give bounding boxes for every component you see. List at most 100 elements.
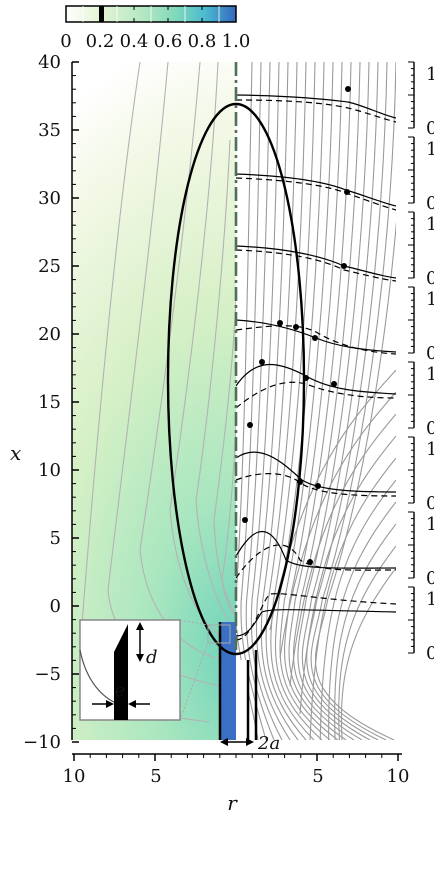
colorbar-tick-label: 0.2 — [86, 31, 115, 52]
bounding-ellipse — [166, 102, 306, 656]
profile-marker — [307, 559, 313, 565]
streamline — [319, 479, 396, 740]
x-tick-label: 5 — [50, 528, 61, 549]
r-axis-title: r — [227, 791, 238, 815]
axes-frame — [71, 62, 402, 755]
side-scale-label-top: 1 — [426, 139, 434, 160]
profile-dashed — [236, 593, 396, 641]
streamline — [250, 62, 283, 740]
profile-solid — [236, 609, 396, 637]
streamline — [255, 62, 291, 740]
profile-dashed — [236, 325, 396, 355]
colorbar-tick-label: 0.6 — [154, 31, 183, 52]
r-tick-label: 10 — [387, 766, 410, 787]
streamline — [265, 62, 307, 740]
x-tick-label: 10 — [38, 460, 61, 481]
x-tick-label: 0 — [50, 596, 61, 617]
inset-needle-tip — [114, 624, 128, 720]
x-axis-tick-labels: 40 35 30 25 20 15 10 5 0 −5 −10 — [23, 52, 61, 753]
streamline — [245, 62, 275, 740]
x-tick-label: −10 — [23, 732, 61, 753]
profile-marker — [312, 335, 318, 341]
width-arrow-left-head — [220, 738, 228, 746]
profile-solid — [236, 245, 396, 279]
profile-marker — [247, 422, 253, 428]
width-label: 2a — [257, 733, 280, 754]
r-tick-label: 5 — [150, 766, 161, 787]
side-scale-label-bottom: 0 — [426, 193, 434, 214]
streamline — [310, 62, 396, 740]
x-axis-title: x — [10, 441, 21, 465]
r-axis-tick-labels: 10 5 5 10 — [63, 766, 410, 787]
inset-e-label: e — [115, 680, 126, 701]
streamline — [221, 419, 236, 617]
streamline — [213, 299, 236, 616]
x-tick-label: 15 — [38, 392, 61, 413]
streamline — [309, 457, 396, 740]
side-scale-label-top: 1 — [426, 289, 434, 310]
side-scale-label-top: 1 — [426, 364, 434, 385]
streamline — [284, 62, 343, 740]
x-tick-label: −5 — [34, 664, 61, 685]
profile-marker — [242, 517, 248, 523]
side-scale-label-top: 1 — [426, 514, 434, 535]
streamline — [274, 62, 325, 740]
profile-solid — [236, 173, 396, 207]
inset-e-arrow-right-head — [128, 700, 136, 708]
side-scale-label-bottom: 0 — [426, 643, 434, 664]
colorbar-tick-label: 0 — [60, 31, 71, 52]
side-scale-label-bottom: 0 — [426, 568, 434, 589]
streamline — [288, 62, 352, 740]
streamline — [306, 62, 388, 740]
x-tick-label: 30 — [38, 188, 61, 209]
side-scale-label-top: 1 — [426, 214, 434, 235]
r-tick-label: 10 — [63, 766, 86, 787]
width-dimension: 2a — [220, 733, 280, 754]
inset-connector — [179, 619, 209, 626]
streamline — [195, 139, 233, 627]
streamline — [301, 62, 379, 740]
x-tick-label: 35 — [38, 120, 61, 141]
streamline — [334, 523, 396, 740]
profile-marker — [344, 189, 350, 195]
inset-connector — [179, 642, 209, 721]
profile-dashed — [236, 99, 396, 123]
side-scale-label-bottom: 0 — [426, 268, 434, 289]
streamline — [340, 567, 396, 740]
profile-marker — [293, 324, 299, 330]
inset-d-arrow-top — [136, 622, 144, 630]
side-scale-label-top: 1 — [426, 64, 434, 85]
profile-dashed — [236, 544, 396, 579]
profile-solid — [236, 94, 396, 119]
width-arrow-right-head — [246, 738, 254, 746]
side-scale-label-bottom: 0 — [426, 493, 434, 514]
profile-dashed — [236, 473, 396, 497]
side-scale-label-bottom: 0 — [426, 418, 434, 439]
needle-left-fill — [220, 622, 236, 740]
inset-d-label: d — [146, 647, 158, 668]
profile-marker — [277, 320, 283, 326]
x-tick-label: 20 — [38, 324, 61, 345]
colorbar-tick-label: 1.0 — [222, 31, 251, 52]
streamline — [260, 62, 299, 740]
colorbar-tick-label: 0.4 — [120, 31, 149, 52]
colorbar-tick-label: 0.8 — [188, 31, 217, 52]
streamline — [338, 545, 396, 740]
inset-e-arrow-left-head — [106, 700, 114, 708]
r-tick-label: 5 — [312, 766, 323, 787]
inset-d-arrow-bottom — [136, 654, 144, 662]
side-scale-label-bottom: 0 — [426, 118, 434, 139]
profile-solid — [236, 531, 396, 569]
streamline — [279, 62, 334, 740]
profile-marker — [345, 86, 351, 92]
profile-marker — [259, 359, 265, 365]
streamline — [289, 413, 396, 687]
profile-dashed — [236, 249, 396, 282]
streamline — [293, 62, 361, 740]
profile-marker — [331, 381, 337, 387]
profile-marker — [315, 483, 321, 489]
streamline — [269, 369, 396, 631]
inset-source-box — [207, 624, 231, 644]
streamline — [299, 435, 396, 715]
